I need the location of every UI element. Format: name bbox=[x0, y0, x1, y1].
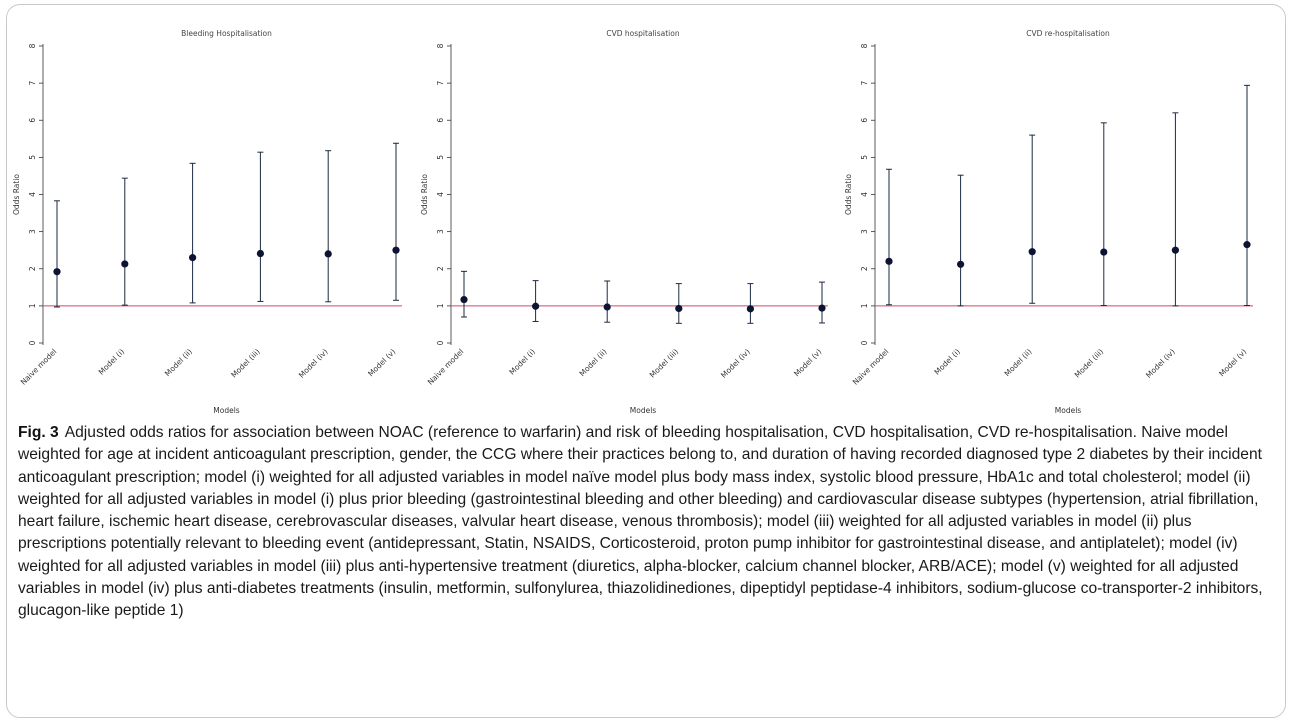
figure-label: Fig. 3 bbox=[18, 424, 59, 441]
y-tick-label: 8 bbox=[436, 43, 445, 48]
y-tick-label: 2 bbox=[860, 266, 869, 271]
category-label: Model (ii) bbox=[578, 347, 609, 378]
category-label: Naive model bbox=[851, 347, 891, 387]
estimate-point bbox=[460, 295, 468, 304]
figure-caption: Fig. 3 Adjusted odds ratios for associati… bbox=[18, 422, 1280, 623]
estimate-point bbox=[675, 304, 683, 313]
y-tick-label: 1 bbox=[860, 303, 869, 308]
estimate-point bbox=[957, 260, 965, 268]
y-tick-label: 2 bbox=[28, 266, 37, 271]
y-tick-label: 6 bbox=[436, 118, 445, 123]
category-label: Model (i) bbox=[507, 347, 537, 377]
estimate-point bbox=[818, 304, 826, 312]
estimate-point bbox=[1243, 241, 1251, 249]
x-axis-label: Models bbox=[630, 406, 657, 415]
y-tick-label: 7 bbox=[28, 81, 37, 86]
y-tick-label: 0 bbox=[28, 340, 37, 345]
y-tick-label: 4 bbox=[436, 192, 445, 197]
category-label: Model (v) bbox=[366, 347, 397, 378]
estimate-point bbox=[1100, 248, 1108, 256]
y-tick-label: 5 bbox=[436, 155, 445, 160]
category-label: Model (iv) bbox=[1144, 347, 1177, 380]
category-label: Naive model bbox=[426, 347, 466, 387]
y-axis-label: Odds Ratio bbox=[12, 174, 21, 215]
y-tick-label: 3 bbox=[436, 229, 445, 234]
y-tick-label: 2 bbox=[436, 266, 445, 271]
category-label: Model (iv) bbox=[297, 347, 330, 380]
category-label: Model (iii) bbox=[1073, 347, 1106, 380]
category-label: Model (ii) bbox=[163, 347, 194, 378]
y-tick-label: 6 bbox=[28, 118, 37, 123]
estimate-point bbox=[53, 268, 61, 276]
y-axis-label: Odds Ratio bbox=[420, 174, 429, 215]
y-tick-label: 5 bbox=[28, 155, 37, 160]
estimate-point bbox=[603, 303, 611, 311]
estimate-point bbox=[256, 249, 264, 258]
category-label: Model (v) bbox=[1217, 347, 1248, 378]
estimate-point bbox=[532, 302, 540, 310]
y-tick-label: 1 bbox=[436, 303, 445, 308]
estimate-point bbox=[189, 254, 197, 262]
y-tick-label: 7 bbox=[436, 81, 445, 86]
y-tick-label: 8 bbox=[28, 43, 37, 48]
y-tick-label: 0 bbox=[436, 340, 445, 345]
estimate-point bbox=[1028, 248, 1036, 256]
estimate-point bbox=[392, 246, 400, 254]
x-axis-label: Models bbox=[213, 406, 240, 415]
estimate-point bbox=[746, 305, 755, 313]
y-tick-label: 3 bbox=[860, 229, 869, 234]
category-label: Naive model bbox=[19, 347, 59, 387]
chart-title: CVD hospitalisation bbox=[606, 29, 679, 38]
y-tick-label: 6 bbox=[860, 118, 869, 123]
category-label: Model (iii) bbox=[229, 347, 262, 380]
y-tick-label: 1 bbox=[28, 303, 37, 308]
estimate-point bbox=[324, 250, 332, 258]
charts-svg: Bleeding Hospitalisation 0 1 2 3 4 5 6 7 8 Odds Ra… bbox=[12, 29, 1253, 415]
category-label: Model (ii) bbox=[1003, 347, 1034, 378]
estimate-point bbox=[885, 257, 893, 265]
y-tick-label: 0 bbox=[860, 340, 869, 345]
y-tick-label: 4 bbox=[28, 192, 37, 197]
chart-title: CVD re-hospitalisation bbox=[1026, 29, 1110, 38]
y-tick-label: 4 bbox=[860, 192, 869, 197]
y-tick-label: 3 bbox=[28, 229, 37, 234]
y-axis-label: Odds Ratio bbox=[844, 174, 853, 215]
category-label: Model (i) bbox=[97, 347, 127, 377]
category-label: Model (iii) bbox=[648, 347, 681, 380]
estimate-point bbox=[121, 260, 129, 268]
estimate-point bbox=[1171, 246, 1179, 254]
figure-caption-text: Adjusted odds ratios for association bet… bbox=[18, 424, 1263, 620]
category-label: Model (iv) bbox=[719, 347, 752, 380]
category-label: Model (i) bbox=[932, 347, 962, 377]
x-axis-label: Models bbox=[1055, 406, 1082, 415]
category-label: Model (v) bbox=[792, 347, 823, 378]
y-tick-label: 7 bbox=[860, 81, 869, 86]
figure-frame bbox=[6, 4, 1286, 718]
y-tick-label: 5 bbox=[860, 155, 869, 160]
y-tick-label: 8 bbox=[860, 43, 869, 48]
chart-title: Bleeding Hospitalisation bbox=[181, 29, 272, 38]
